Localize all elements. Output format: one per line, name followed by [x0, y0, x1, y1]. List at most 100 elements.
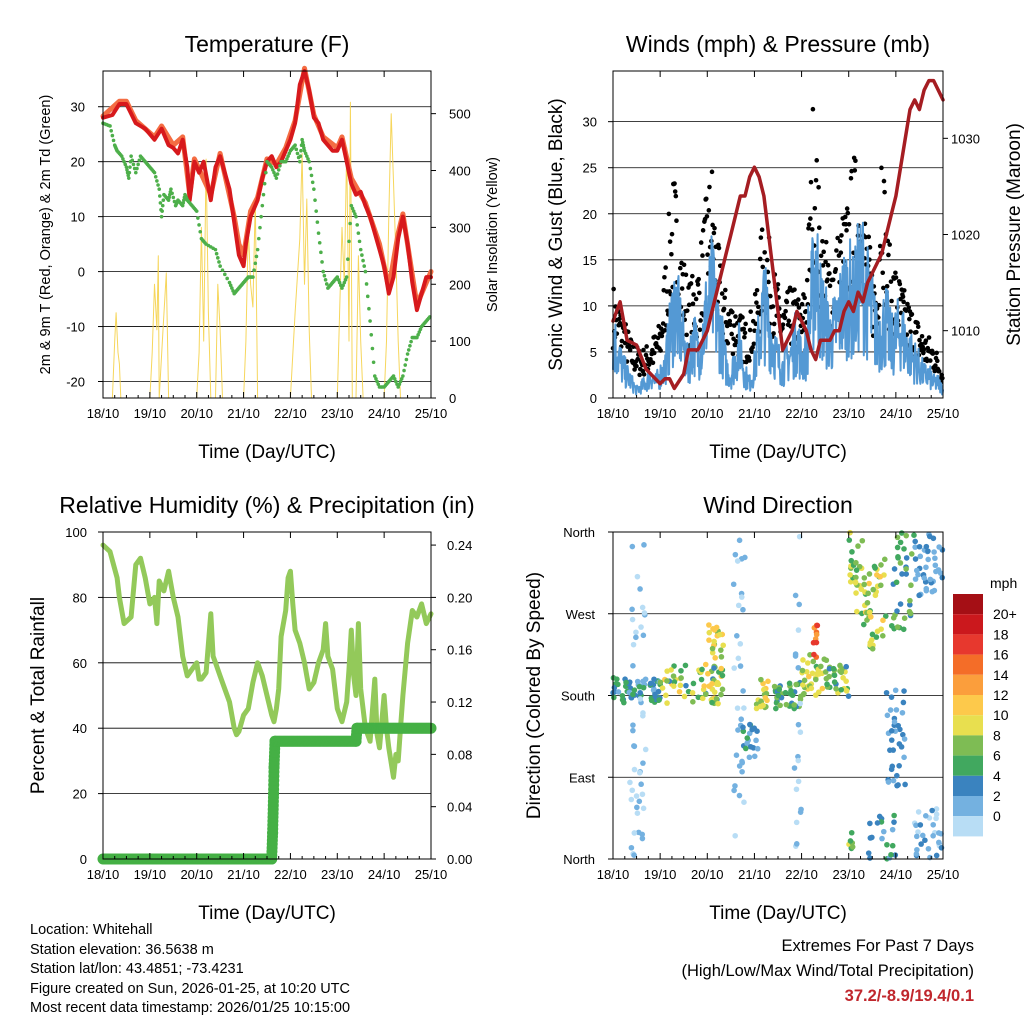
- x-axis-label: Time (Day/UTC): [709, 903, 847, 924]
- gust-point: [690, 273, 695, 279]
- direction-point: [826, 665, 833, 672]
- direction-point: [809, 670, 816, 677]
- direction-point: [908, 551, 915, 557]
- direction-point: [744, 735, 751, 741]
- dewpoint-point: [137, 158, 142, 163]
- dewpoint-point: [180, 203, 185, 208]
- dewpoint-point: [370, 346, 375, 351]
- gust-point: [917, 337, 922, 343]
- gust-point: [806, 226, 811, 231]
- gust-point: [881, 285, 886, 291]
- direction-point: [735, 655, 742, 662]
- direction-point: [640, 684, 647, 691]
- direction-point: [939, 574, 946, 581]
- y-tick-label: 30: [583, 115, 597, 130]
- gust-point: [887, 242, 892, 247]
- legend-swatch: [953, 775, 983, 796]
- dewpoint-point: [363, 269, 368, 274]
- dewpoint-point: [262, 181, 267, 186]
- direction-point: [801, 677, 808, 684]
- direction-point: [847, 572, 853, 578]
- gust-point: [919, 333, 925, 339]
- direction-point: [861, 581, 868, 588]
- gust-point: [725, 340, 731, 346]
- direction-point: [630, 663, 636, 669]
- direction-point: [689, 689, 696, 696]
- direction-point: [859, 537, 866, 544]
- direction-point: [702, 661, 709, 668]
- direction-point: [930, 833, 936, 839]
- direction-point: [890, 747, 897, 753]
- dewpoint-point: [298, 159, 302, 164]
- y2-tick-label: 500: [449, 107, 471, 122]
- dewpoint-point: [181, 201, 186, 205]
- direction-point: [633, 793, 640, 799]
- gust-point: [723, 287, 728, 293]
- direction-point: [897, 601, 904, 607]
- gust-point: [837, 239, 843, 244]
- y2-axis-label: Station Pressure (Maroon): [1004, 123, 1024, 346]
- gust-point: [934, 350, 939, 356]
- dewpoint-point: [349, 203, 354, 208]
- gust-point: [644, 344, 649, 349]
- direction-point: [917, 553, 924, 560]
- direction-point: [903, 532, 910, 539]
- direction-point: [629, 616, 636, 623]
- direction-point: [791, 765, 798, 771]
- direction-point: [913, 822, 919, 829]
- direction-point: [664, 668, 670, 674]
- dewpoint-point: [319, 250, 323, 255]
- direction-point: [619, 692, 626, 699]
- direction-point: [712, 655, 718, 661]
- y-tick-label: 60: [73, 656, 87, 671]
- direction-point: [732, 783, 738, 789]
- direction-point: [881, 556, 888, 563]
- dewpoint-point: [220, 268, 225, 273]
- gust-point: [659, 333, 665, 339]
- dewpoint-point: [312, 187, 316, 191]
- direction-point: [901, 688, 907, 694]
- gust-point: [726, 311, 731, 317]
- gust-point: [880, 270, 886, 276]
- gust-point: [926, 335, 932, 340]
- direction-point: [793, 819, 800, 826]
- direction-point: [800, 682, 806, 688]
- direction-point: [629, 543, 636, 550]
- dewpoint-point: [276, 168, 281, 172]
- direction-point: [847, 529, 853, 536]
- x-tick-label: 20/10: [691, 867, 724, 882]
- gust-point: [641, 372, 647, 377]
- direction-point: [636, 798, 643, 805]
- gust-point: [908, 329, 913, 334]
- direction-point: [831, 679, 838, 685]
- direction-point: [792, 651, 799, 657]
- dewpoint-point: [171, 195, 176, 200]
- direction-point: [933, 815, 939, 822]
- dewpoint-point: [398, 379, 403, 384]
- direction-point: [916, 543, 923, 550]
- direction-point: [705, 670, 711, 677]
- dewpoint-point: [321, 269, 326, 274]
- direction-point: [793, 841, 800, 847]
- direction-point: [630, 641, 637, 648]
- dewpoint-point: [197, 223, 201, 227]
- dewpoint-point: [336, 278, 341, 282]
- gust-point: [634, 363, 639, 369]
- direction-point: [682, 662, 689, 669]
- gust-point: [876, 302, 882, 308]
- gust-point: [698, 318, 703, 323]
- gust-point: [823, 259, 828, 265]
- direction-point: [927, 576, 934, 583]
- dewpoint-point: [303, 151, 308, 156]
- dewpoint-point: [258, 225, 262, 230]
- direction-point: [628, 844, 635, 851]
- gust-point: [814, 158, 820, 163]
- legend-label: 2: [993, 788, 1001, 804]
- direction-point: [891, 819, 897, 825]
- y2-tick-label: 1010: [951, 324, 980, 339]
- dewpoint-point: [337, 280, 342, 285]
- direction-point: [865, 590, 871, 597]
- gust-point: [756, 304, 761, 310]
- dewpoint-point: [360, 253, 364, 257]
